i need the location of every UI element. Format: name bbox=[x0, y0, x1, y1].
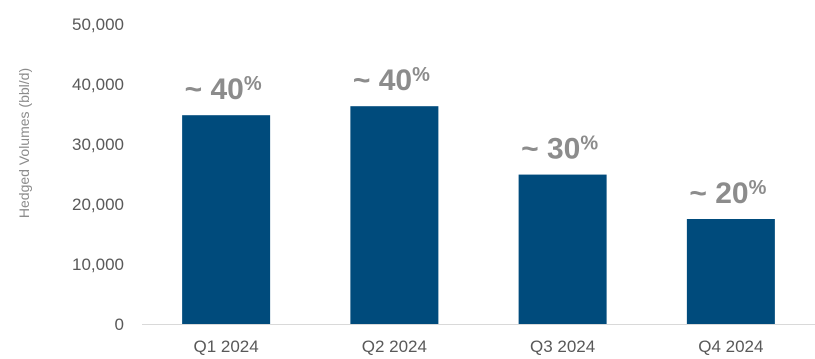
bar bbox=[182, 115, 271, 324]
bar bbox=[350, 106, 439, 324]
data-label: ~ 30% bbox=[521, 133, 598, 166]
y-axis-ticks: 0 10,000 20,000 30,000 40,000 50,000 bbox=[72, 15, 124, 334]
data-label: ~ 20% bbox=[689, 177, 766, 210]
x-axis-ticks: Q1 2024 Q2 2024 Q3 2024 Q4 2024 bbox=[194, 337, 764, 356]
data-label: ~ 40% bbox=[185, 73, 262, 106]
data-labels: ~ 40% ~ 40% ~ 30% ~ 20% bbox=[185, 64, 767, 210]
x-tick-label: Q3 2024 bbox=[530, 337, 595, 356]
x-tick-label: Q4 2024 bbox=[698, 337, 763, 356]
y-tick-label: 40,000 bbox=[72, 75, 124, 94]
y-tick-label: 10,000 bbox=[72, 255, 124, 274]
y-axis-label: Hedged Volumes (bbl/d) bbox=[16, 68, 32, 218]
bar bbox=[518, 174, 607, 324]
data-label: ~ 40% bbox=[353, 64, 430, 97]
x-tick-label: Q2 2024 bbox=[362, 337, 427, 356]
x-tick-label: Q1 2024 bbox=[194, 337, 259, 356]
bar bbox=[686, 219, 775, 324]
bars bbox=[182, 106, 775, 324]
y-tick-label: 0 bbox=[115, 315, 124, 334]
y-tick-label: 50,000 bbox=[72, 15, 124, 34]
y-tick-label: 30,000 bbox=[72, 135, 124, 154]
y-tick-label: 20,000 bbox=[72, 195, 124, 214]
